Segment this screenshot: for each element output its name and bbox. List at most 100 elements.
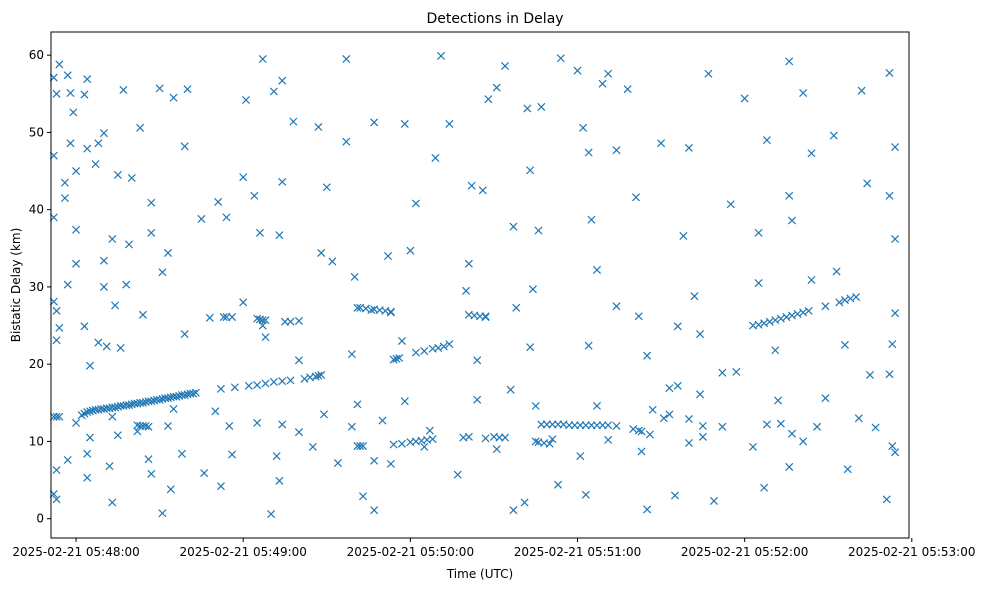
- data-point: [60, 194, 69, 203]
- data-point: [634, 426, 643, 435]
- data-point: [378, 416, 387, 425]
- data-point: [294, 356, 303, 365]
- data-point: [52, 306, 61, 315]
- data-point: [272, 452, 281, 461]
- data-point: [308, 442, 317, 451]
- data-point: [501, 433, 510, 442]
- data-point: [679, 231, 688, 240]
- data-point: [537, 102, 546, 111]
- data-point: [60, 178, 69, 187]
- plot-area-frame: [50, 31, 910, 539]
- data-point: [294, 316, 303, 325]
- data-point: [604, 421, 613, 430]
- data-point: [350, 272, 359, 281]
- data-point: [464, 259, 473, 268]
- data-point: [180, 142, 189, 151]
- data-point: [63, 455, 72, 465]
- data-point: [709, 496, 719, 505]
- data-point: [411, 348, 420, 357]
- data-point: [63, 71, 72, 80]
- data-point: [397, 336, 407, 346]
- data-point: [314, 122, 323, 132]
- data-point: [52, 465, 61, 475]
- data-point: [211, 407, 220, 416]
- data-point: [158, 268, 167, 277]
- data-point: [637, 427, 646, 436]
- data-point: [445, 340, 454, 349]
- data-point: [278, 76, 287, 85]
- data-point: [526, 166, 535, 175]
- data-point: [484, 95, 493, 104]
- data-point: [732, 367, 741, 376]
- data-point: [386, 459, 395, 468]
- data-point: [556, 54, 565, 63]
- data-point: [94, 139, 103, 148]
- data-point: [821, 302, 830, 311]
- data-point: [267, 510, 276, 519]
- data-point: [52, 89, 61, 98]
- data-point: [690, 292, 699, 301]
- data-point: [481, 434, 490, 443]
- data-point: [333, 459, 342, 468]
- data-point: [670, 491, 680, 500]
- data-point: [280, 317, 290, 326]
- data-point: [726, 200, 735, 209]
- data-point: [439, 342, 448, 351]
- data-point: [214, 197, 223, 206]
- data-point: [545, 439, 554, 448]
- data-point: [144, 455, 153, 464]
- data-point: [85, 433, 95, 442]
- data-point: [155, 84, 164, 93]
- data-point: [612, 421, 621, 431]
- data-point: [754, 279, 763, 288]
- data-point: [581, 490, 590, 499]
- data-point: [523, 104, 532, 113]
- data-point: [684, 415, 693, 424]
- data-point: [317, 248, 326, 257]
- data-point: [124, 240, 134, 249]
- data-point: [696, 330, 705, 339]
- data-point: [85, 361, 95, 370]
- data-point: [885, 68, 894, 77]
- data-point: [386, 307, 395, 316]
- data-point: [854, 414, 863, 423]
- data-point: [99, 129, 108, 138]
- data-point: [216, 482, 225, 491]
- data-point: [253, 381, 262, 390]
- data-point: [55, 60, 64, 69]
- data-point: [634, 312, 643, 321]
- data-point: [147, 469, 156, 478]
- data-point: [80, 322, 89, 331]
- data-point: [356, 442, 365, 451]
- data-point: [113, 170, 122, 179]
- data-point: [804, 306, 813, 315]
- data-point: [250, 191, 259, 200]
- data-point: [166, 485, 175, 494]
- data-point: [832, 267, 841, 276]
- data-point: [108, 235, 117, 244]
- data-point: [269, 377, 278, 386]
- data-point: [420, 442, 429, 451]
- y-axis-label: Bistatic Delay (km): [9, 228, 23, 343]
- data-point: [512, 303, 521, 312]
- data-point: [785, 462, 794, 471]
- data-point: [637, 447, 646, 456]
- data-point: [891, 309, 900, 318]
- data-point: [278, 420, 287, 429]
- data-point: [216, 384, 225, 393]
- data-point: [813, 422, 822, 431]
- data-point: [342, 137, 351, 146]
- data-point: [885, 370, 894, 379]
- data-point: [319, 410, 329, 419]
- data-point: [453, 470, 462, 479]
- data-point: [205, 313, 214, 322]
- data-point: [573, 66, 582, 75]
- data-point: [400, 397, 409, 406]
- data-point: [392, 354, 401, 363]
- data-point: [531, 401, 540, 410]
- data-point: [648, 405, 657, 414]
- data-point: [358, 492, 368, 501]
- data-point: [501, 61, 510, 71]
- data-point: [177, 449, 186, 458]
- data-point: [425, 426, 434, 435]
